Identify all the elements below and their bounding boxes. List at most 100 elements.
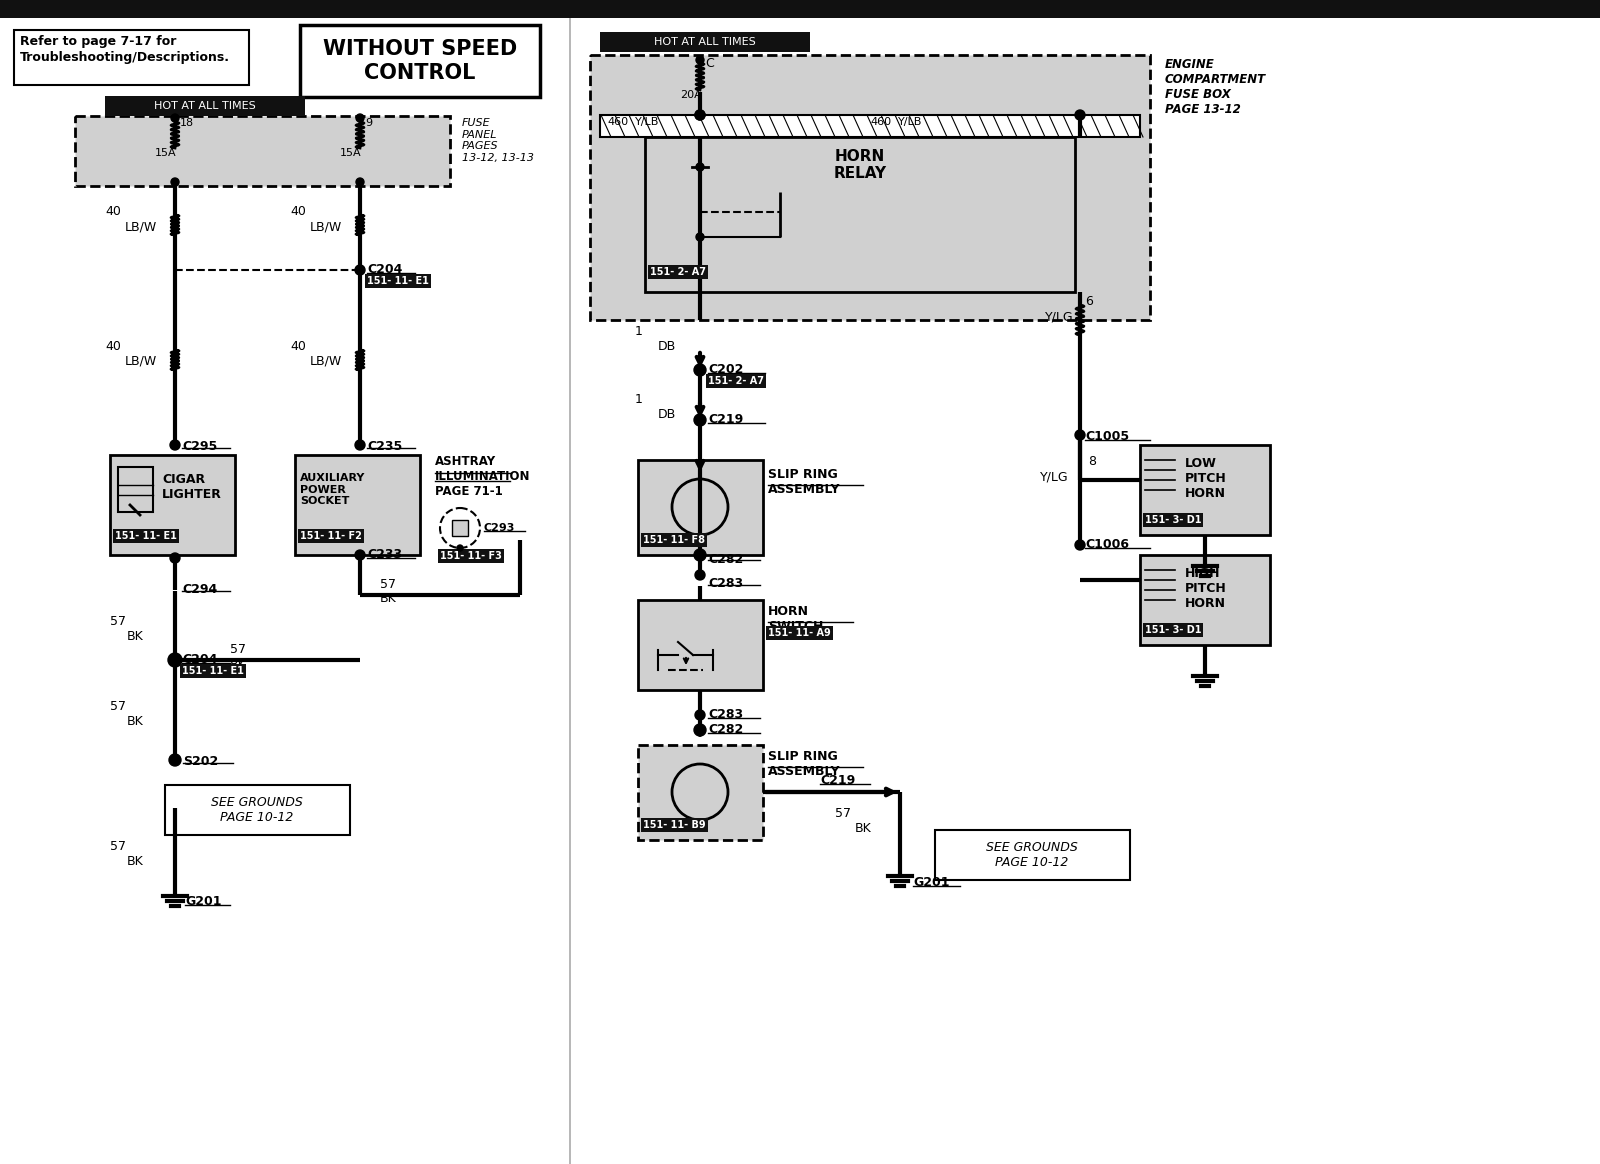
Text: C283: C283 [707,708,742,721]
Text: Y/LB: Y/LB [898,118,922,127]
Bar [453,520,467,535]
Text: 151- 11- A9: 151- 11- A9 [768,629,830,638]
Circle shape [1075,111,1085,120]
Text: SEE GROUNDS
PAGE 10-12: SEE GROUNDS PAGE 10-12 [211,796,302,824]
Bar [165,785,350,835]
Circle shape [355,551,365,560]
Bar [14,30,250,85]
Text: SLIP RING
ASSEMBLY: SLIP RING ASSEMBLY [768,468,840,496]
Circle shape [355,178,365,186]
Text: 460: 460 [870,118,891,127]
Text: C283: C283 [707,577,742,590]
Text: 57: 57 [110,700,126,714]
Circle shape [1075,540,1085,551]
Text: BK: BK [381,592,397,605]
Text: BK: BK [126,630,144,643]
Bar [645,137,1075,292]
Text: C294: C294 [182,583,218,596]
Text: C295: C295 [182,440,218,453]
Bar [600,31,810,52]
Text: LB/W: LB/W [125,355,157,368]
Text: 57: 57 [110,615,126,629]
Text: 15A: 15A [339,148,362,158]
Text: SLIP RING
ASSEMBLY: SLIP RING ASSEMBLY [768,750,840,778]
Text: HOT AT ALL TIMES: HOT AT ALL TIMES [154,101,256,111]
Text: 40: 40 [290,340,306,353]
Bar [638,745,763,840]
Circle shape [170,553,179,563]
Text: 460: 460 [606,118,629,127]
Text: 1: 1 [635,325,643,338]
Bar [1139,555,1270,645]
Text: G201: G201 [914,876,949,889]
Text: 151- 11- F8: 151- 11- F8 [643,535,706,545]
Text: 8: 8 [1088,455,1096,468]
Text: 57: 57 [230,643,246,656]
Text: DB: DB [658,340,677,353]
Text: BK: BK [854,822,872,835]
Text: 18: 18 [179,118,194,128]
Bar [600,115,1139,137]
Circle shape [694,111,706,120]
Text: 151- 2- A7: 151- 2- A7 [707,376,765,386]
Bar [638,460,763,555]
Text: C1006: C1006 [1085,538,1130,551]
Text: WITHOUT SPEED
CONTROL: WITHOUT SPEED CONTROL [323,40,517,83]
Text: C219: C219 [707,413,744,426]
Text: 57: 57 [381,579,397,591]
Text: 151- 11- F3: 151- 11- F3 [440,551,502,561]
Text: C282: C282 [707,553,744,566]
Bar [0,0,1600,17]
Circle shape [694,549,706,561]
Text: C1005: C1005 [1085,430,1130,443]
Circle shape [694,724,706,736]
Text: HORN
SWITCH: HORN SWITCH [768,605,824,633]
Text: SEE GROUNDS
PAGE 10-12: SEE GROUNDS PAGE 10-12 [986,842,1078,870]
Text: LB/W: LB/W [310,220,342,233]
Circle shape [171,178,179,186]
Circle shape [1075,430,1085,440]
Circle shape [694,111,706,120]
Text: AUXILIARY
POWER
SOCKET: AUXILIARY POWER SOCKET [301,473,365,506]
Bar [301,24,541,97]
Text: Troubleshooting/Descriptions.: Troubleshooting/Descriptions. [19,51,230,64]
Text: HORN
RELAY: HORN RELAY [834,149,886,182]
Text: 40: 40 [106,340,122,353]
Bar [75,116,450,186]
Circle shape [694,710,706,721]
Bar [118,467,154,512]
Text: FUSE
PANEL
PAGES
13-12, 13-13: FUSE PANEL PAGES 13-12, 13-13 [462,118,534,163]
Bar [294,455,419,555]
Bar [106,95,306,116]
Bar [110,455,235,555]
Text: DB: DB [658,409,677,421]
Text: 40: 40 [106,205,122,218]
Text: 57: 57 [110,840,126,853]
Text: LB/W: LB/W [125,220,157,233]
Text: C204: C204 [366,263,402,276]
Text: 9: 9 [365,118,373,128]
Text: 151- 2- A7: 151- 2- A7 [650,267,706,277]
Circle shape [355,265,365,275]
Text: 151- 11- F2: 151- 11- F2 [301,531,362,541]
Text: 57: 57 [835,807,851,819]
Text: CIGAR
LIGHTER: CIGAR LIGHTER [162,473,222,501]
Text: LB/W: LB/W [310,355,342,368]
Circle shape [170,440,179,450]
Circle shape [355,114,365,122]
Text: 151- 11- E1: 151- 11- E1 [366,276,429,286]
Bar [590,55,1150,320]
Circle shape [696,233,704,241]
Text: Y/LG: Y/LG [1040,470,1069,483]
Text: C219: C219 [819,774,856,787]
Text: 151- 3- D1: 151- 3- D1 [1146,514,1202,525]
Circle shape [168,653,182,667]
Text: C293: C293 [483,523,515,533]
Text: C202: C202 [707,363,744,376]
Text: 151- 11- E1: 151- 11- E1 [182,666,243,676]
Text: Y/LG: Y/LG [1045,310,1074,322]
Bar [934,830,1130,880]
Circle shape [694,414,706,426]
Text: ASHTRAY
ILLUMINATION
PAGE 71-1: ASHTRAY ILLUMINATION PAGE 71-1 [435,455,531,498]
Text: LOW
PITCH
HORN: LOW PITCH HORN [1186,457,1227,501]
